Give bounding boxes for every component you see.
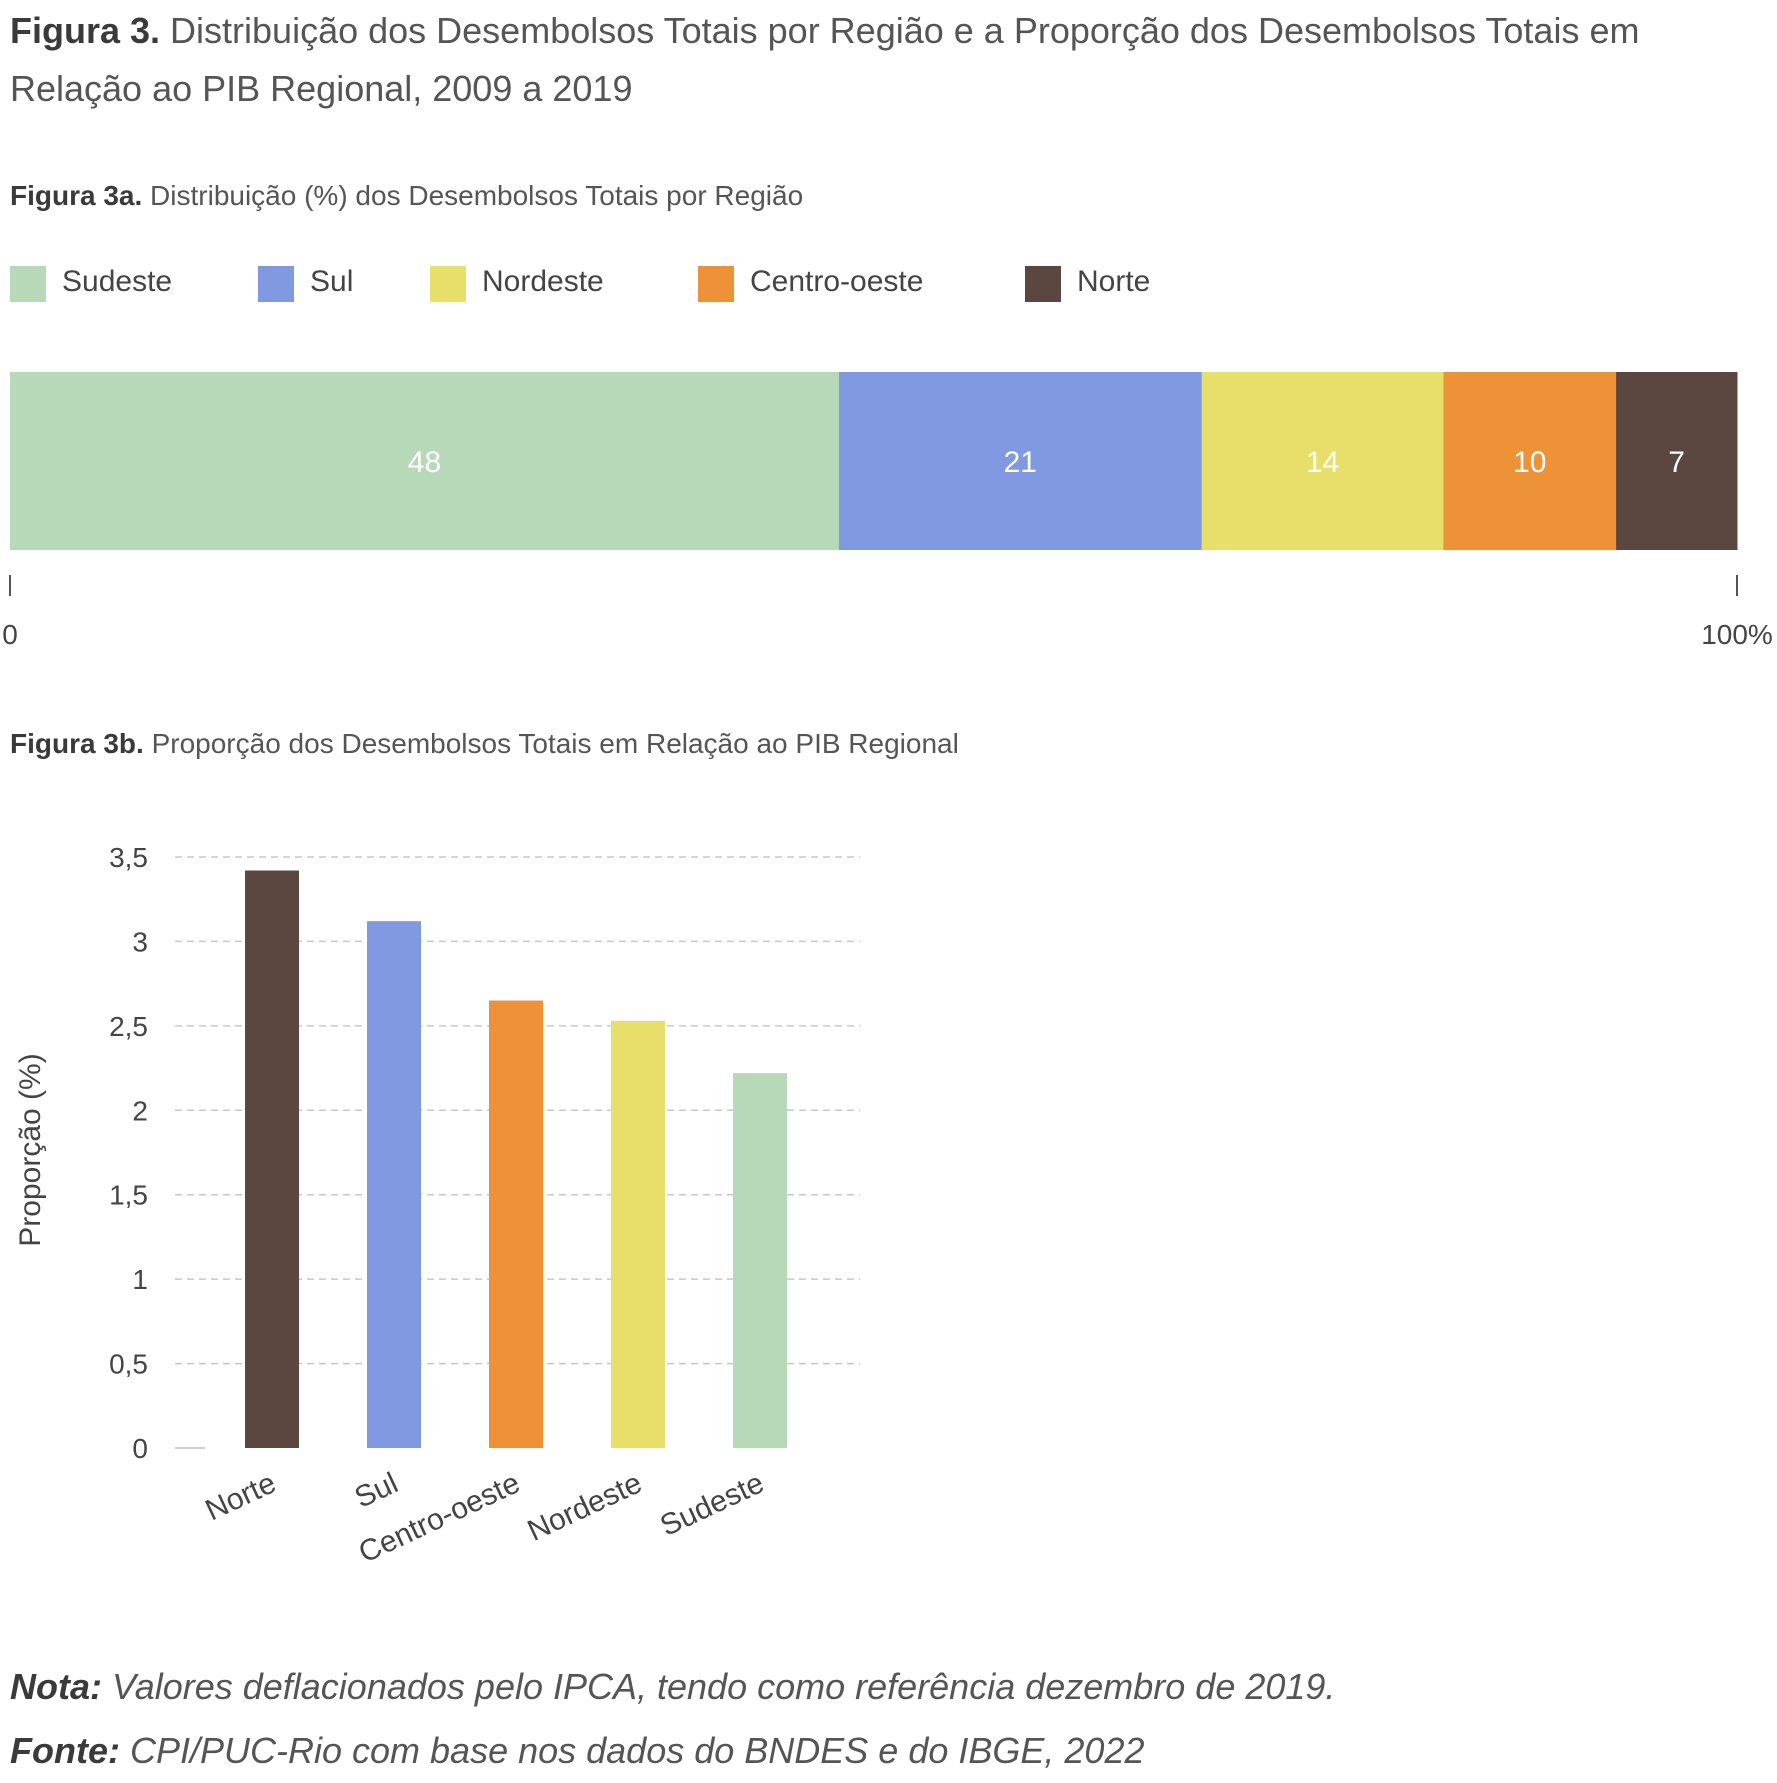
stacked-bar-segments: 48 21 14 10 7 bbox=[10, 372, 1738, 550]
data-label: 10 bbox=[1513, 446, 1546, 479]
legend-label: Sudeste bbox=[62, 265, 173, 298]
data-label: 14 bbox=[1306, 446, 1339, 479]
figure-title-text: Distribuição dos Desembolsos Totais por … bbox=[10, 10, 1640, 109]
legend-label: Norte bbox=[1077, 265, 1151, 298]
bars bbox=[245, 870, 787, 1448]
note-line: Nota: Valores deflacionados pelo IPCA, t… bbox=[10, 1655, 1335, 1719]
y-axis-ticks: 0 0,5 1 1,5 2 2,5 3 3,5 bbox=[109, 842, 148, 1464]
x-tick-label: Sul bbox=[350, 1466, 403, 1514]
legend-swatch bbox=[10, 266, 46, 302]
y-tick-label: 1,5 bbox=[109, 1180, 148, 1211]
data-label: 21 bbox=[1004, 446, 1037, 479]
figure-3b-title: Figura 3b. Proporção dos Desembolsos Tot… bbox=[10, 728, 959, 760]
bar-segment-sul bbox=[838, 372, 1203, 550]
legend-label: Nordeste bbox=[482, 265, 604, 298]
data-label: 48 bbox=[408, 446, 441, 479]
legend-swatch bbox=[698, 266, 734, 302]
stacked-bar-chart: 48 21 14 10 7 0 100% bbox=[2, 372, 1773, 650]
data-label: 7 bbox=[1668, 446, 1685, 479]
y-tick-label: 3 bbox=[132, 926, 148, 957]
y-tick-label: 2 bbox=[132, 1095, 148, 1126]
x-axis: 0 100% bbox=[2, 575, 1773, 650]
y-tick-label: 1 bbox=[132, 1264, 148, 1295]
nota-text: Valores deflacionados pelo IPCA, tendo c… bbox=[112, 1666, 1336, 1707]
x-axis-label-start: 0 bbox=[2, 619, 18, 650]
bar-segment-norte bbox=[1616, 372, 1738, 550]
legend-label: Centro-oeste bbox=[750, 265, 924, 298]
figure-title: Figura 3. Distribuição dos Desembolsos T… bbox=[10, 2, 1770, 118]
y-axis-title: Proporção (%) bbox=[14, 1053, 47, 1246]
bar-centro-oeste bbox=[489, 1000, 543, 1448]
legend-label: Sul bbox=[310, 265, 354, 298]
nota-label: Nota: bbox=[10, 1666, 102, 1707]
x-tick-label: Norte bbox=[201, 1466, 281, 1527]
legend-swatch bbox=[430, 266, 466, 302]
bar-chart: 00,511,522,533,5 Norte SulCentro-oesteNor… bbox=[14, 842, 860, 1570]
y-tick-label: 3,5 bbox=[109, 842, 148, 873]
x-axis-label-end: 100% bbox=[1701, 619, 1773, 650]
bar-segment-sudeste bbox=[10, 372, 840, 550]
figure-3a-bold: Figura 3a. bbox=[10, 180, 143, 211]
figure-3b-bold: Figura 3b. bbox=[10, 728, 144, 759]
fonte-label: Fonte: bbox=[10, 1730, 120, 1771]
x-tick-label: Nordeste bbox=[523, 1466, 647, 1547]
notes: Nota: Valores deflacionados pelo IPCA, t… bbox=[10, 1655, 1335, 1783]
figure-3a-title: Figura 3a. Distribuição (%) dos Desembol… bbox=[10, 180, 803, 212]
figure-title-bold: Figura 3. bbox=[10, 10, 161, 51]
bar-segment-centro-oeste bbox=[1443, 372, 1617, 550]
legend-swatch bbox=[258, 266, 294, 302]
figure-3b-text: Proporção dos Desembolsos Totais em Rela… bbox=[151, 728, 959, 759]
legend-swatch bbox=[1025, 266, 1061, 302]
bar-sudeste bbox=[733, 1073, 787, 1448]
fonte-text: CPI/PUC-Rio com base nos dados do BNDES … bbox=[129, 1730, 1145, 1771]
y-tick-label: 2,5 bbox=[109, 1011, 148, 1042]
bar-sul bbox=[367, 921, 421, 1448]
figure-3a-text: Distribuição (%) dos Desembolsos Totais … bbox=[150, 180, 804, 211]
bar-norte bbox=[245, 870, 299, 1448]
source-line: Fonte: CPI/PUC-Rio com base nos dados do… bbox=[10, 1719, 1335, 1783]
bar-nordeste bbox=[611, 1020, 665, 1448]
bar-segment-nordeste bbox=[1201, 372, 1444, 550]
y-tick-label: 0 bbox=[132, 1433, 148, 1464]
y-tick-label: 0,5 bbox=[109, 1349, 148, 1380]
x-tick-label: Sudeste bbox=[655, 1466, 769, 1542]
